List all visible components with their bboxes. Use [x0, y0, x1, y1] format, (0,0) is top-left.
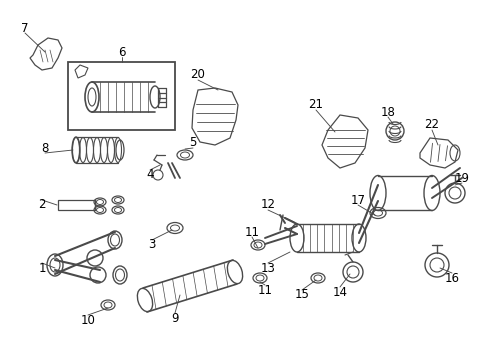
- Text: 4: 4: [146, 168, 153, 181]
- Text: 5: 5: [189, 136, 196, 149]
- Bar: [58, 200, 95, 210]
- Text: 6: 6: [118, 45, 125, 58]
- Text: 17: 17: [350, 194, 365, 207]
- Text: 10: 10: [81, 314, 95, 327]
- Text: 13: 13: [260, 261, 275, 274]
- Text: 11: 11: [244, 225, 259, 238]
- Text: 19: 19: [453, 171, 468, 184]
- Text: 22: 22: [424, 118, 439, 131]
- Text: 20: 20: [190, 68, 205, 81]
- Text: 14: 14: [332, 285, 347, 298]
- Text: 18: 18: [380, 105, 395, 118]
- Text: 16: 16: [444, 271, 459, 284]
- Text: 3: 3: [148, 238, 155, 252]
- Text: 2: 2: [38, 198, 46, 211]
- Text: 11: 11: [257, 284, 272, 297]
- Text: 1: 1: [38, 261, 46, 274]
- Text: 8: 8: [41, 141, 49, 154]
- Text: 12: 12: [260, 198, 275, 211]
- Text: 21: 21: [308, 99, 323, 112]
- Bar: [68, 62, 175, 130]
- Text: 15: 15: [294, 288, 309, 302]
- Text: 7: 7: [21, 22, 29, 35]
- Text: 9: 9: [171, 311, 179, 324]
